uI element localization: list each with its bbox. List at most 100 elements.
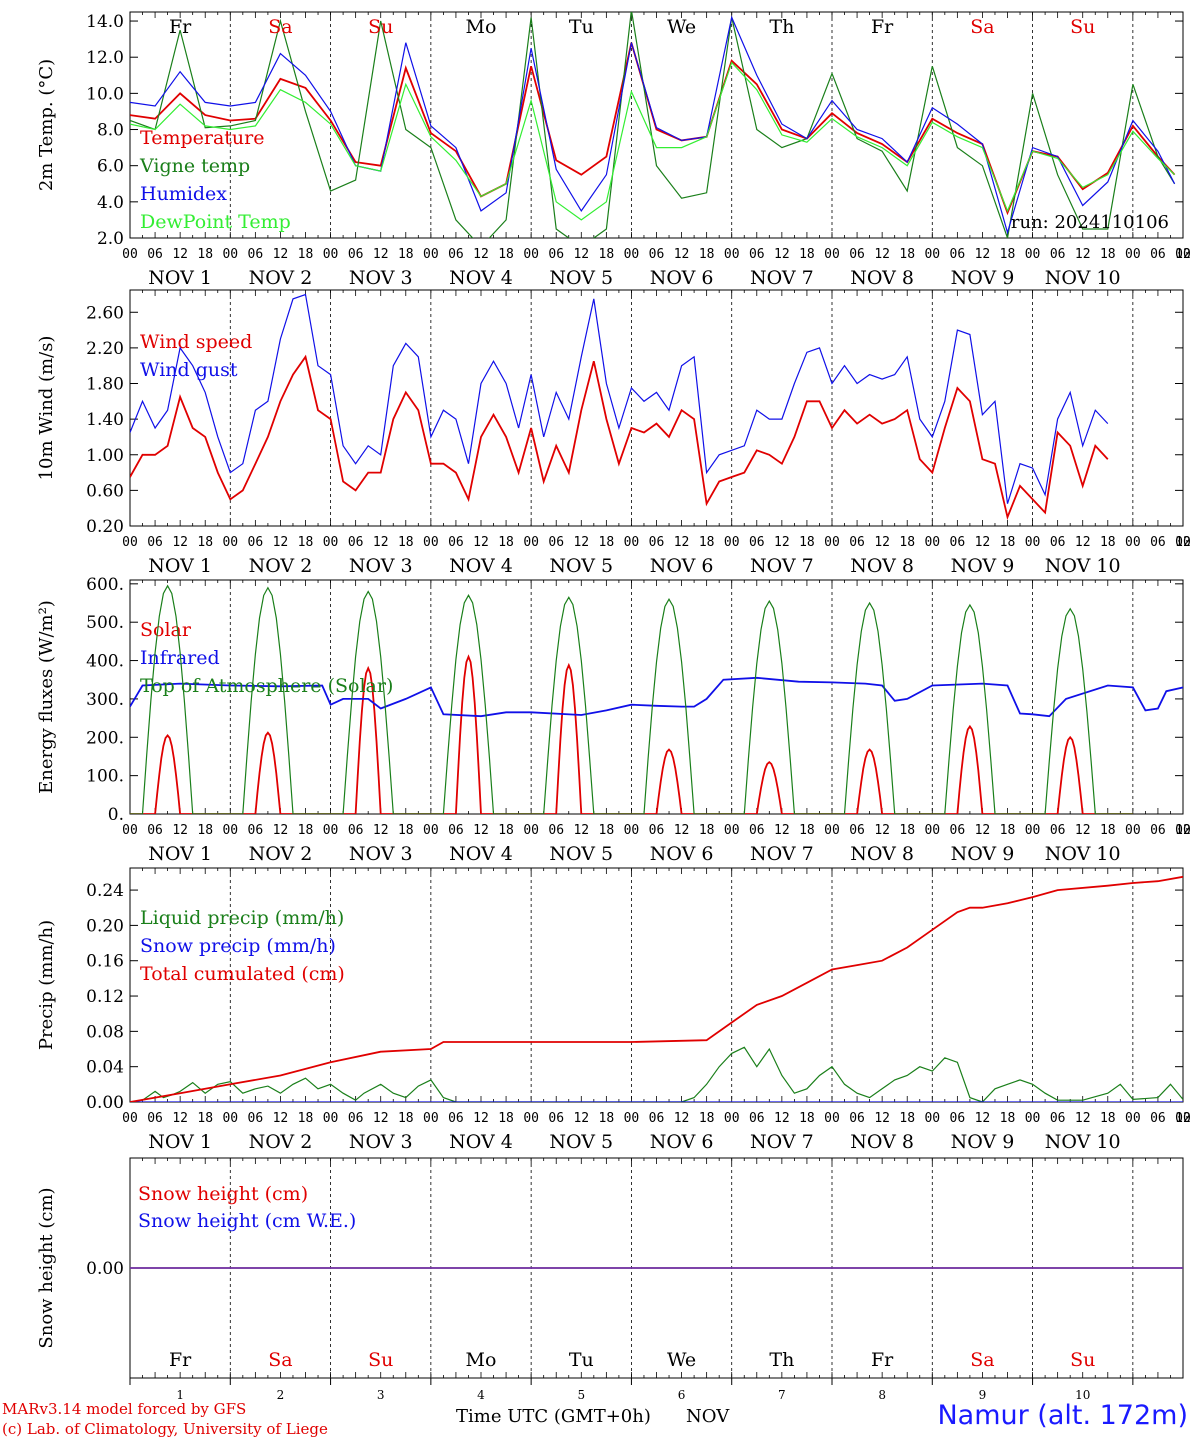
x-tick-label: 18 bbox=[699, 1111, 715, 1126]
day-name-bottom: Fr bbox=[871, 1349, 894, 1371]
day-name-bottom: Sa bbox=[268, 1349, 292, 1371]
date-label: NOV 3 bbox=[349, 555, 413, 577]
legend-entry: Snow precip (mm/h) bbox=[140, 935, 336, 957]
x-tick-label: 18 bbox=[298, 823, 314, 838]
x-tick-label: 00 bbox=[222, 823, 238, 838]
x-tick-label: 00 bbox=[1125, 1111, 1141, 1126]
y-tick-label: 1.40 bbox=[86, 410, 124, 430]
day-name-bottom: Fr bbox=[169, 1349, 192, 1371]
date-label: NOV 2 bbox=[249, 843, 313, 865]
x-tick-label: 12 bbox=[473, 823, 489, 838]
x-tick-label: 06 bbox=[548, 1111, 564, 1126]
x-tick-label: 18 bbox=[599, 1111, 615, 1126]
x-tick-label: 12 bbox=[774, 247, 790, 262]
date-label: NOV 7 bbox=[750, 555, 814, 577]
day-number: 3 bbox=[377, 1388, 385, 1402]
day-name-bottom: Sa bbox=[970, 1349, 994, 1371]
date-label: NOV 2 bbox=[249, 267, 313, 289]
x-tick-label: 12 bbox=[874, 1111, 890, 1126]
x-tick-label: 12 bbox=[273, 247, 289, 262]
x-tick-label: 12 bbox=[373, 1111, 389, 1126]
x-tick-label: 18 bbox=[398, 247, 414, 262]
x-tick-label: 00 bbox=[624, 1111, 640, 1126]
y-tick-label: 2.0 bbox=[97, 229, 124, 249]
day-number: 5 bbox=[577, 1388, 585, 1402]
x-tick-label: 00 bbox=[523, 247, 539, 262]
x-tick-label: 06 bbox=[248, 823, 264, 838]
x-tick-label: 18 bbox=[599, 247, 615, 262]
x-tick-label: 06 bbox=[849, 1111, 865, 1126]
x-tick-label: 12 bbox=[674, 535, 690, 550]
day-name-bottom: Su bbox=[1070, 1349, 1095, 1371]
x-tick-label: 12 bbox=[273, 823, 289, 838]
date-label: NOV 1 bbox=[148, 555, 212, 577]
x-tick-label: 00 bbox=[122, 247, 138, 262]
day-number: 8 bbox=[878, 1388, 886, 1402]
date-label: NOV 4 bbox=[449, 555, 513, 577]
x-tick-label: 00 bbox=[1125, 535, 1141, 550]
x-tick-label: 12 bbox=[373, 823, 389, 838]
x-tick-label: 06 bbox=[649, 247, 665, 262]
x-tick-label: 06 bbox=[1050, 823, 1066, 838]
legend-entry: Top of Atmosphere (Solar) bbox=[140, 675, 393, 697]
series-line-humidex bbox=[130, 15, 1176, 235]
date-label: NOV 10 bbox=[1045, 843, 1121, 865]
x-tick-label: 12 bbox=[573, 823, 589, 838]
x-tick-label: 18 bbox=[197, 247, 213, 262]
y-tick-label: 6.0 bbox=[97, 157, 124, 177]
series-line-solar bbox=[130, 654, 1133, 814]
y-tick-label: 400. bbox=[86, 652, 124, 672]
x-tick-label: 00 bbox=[122, 823, 138, 838]
date-label: NOV 6 bbox=[650, 267, 714, 289]
legend-entry: Snow height (cm W.E.) bbox=[138, 1210, 356, 1232]
date-label: NOV 6 bbox=[650, 1131, 714, 1153]
x-tick-label: 00 bbox=[724, 535, 740, 550]
x-tick-label: 18 bbox=[799, 247, 815, 262]
day-name-top: Fr bbox=[169, 16, 192, 38]
date-label: NOV 4 bbox=[449, 267, 513, 289]
x-tick-label: 06 bbox=[1150, 535, 1166, 550]
x-tick-label: 18 bbox=[699, 823, 715, 838]
y-tick-label: 0.20 bbox=[86, 517, 124, 537]
x-tick-label: 06 bbox=[849, 823, 865, 838]
x-tick-label: 00 bbox=[624, 535, 640, 550]
x-tick-label: 06 bbox=[147, 535, 163, 550]
x-tick-label: 06 bbox=[749, 823, 765, 838]
x-tick-label: 12 bbox=[674, 1111, 690, 1126]
station-name: Namur (alt. 172m) bbox=[937, 1400, 1188, 1431]
x-tick-label: 06 bbox=[1150, 247, 1166, 262]
x-tick-label: 00 bbox=[724, 823, 740, 838]
plot-frame-1 bbox=[129, 11, 1184, 239]
x-tick-label: 06 bbox=[1050, 1111, 1066, 1126]
date-label: NOV 4 bbox=[449, 1131, 513, 1153]
x-tick-label: 12 bbox=[1075, 1111, 1091, 1126]
date-label: NOV 2 bbox=[249, 555, 313, 577]
x-tick-label: 12 bbox=[674, 823, 690, 838]
date-label: NOV 8 bbox=[850, 843, 914, 865]
legend-entry: Infrared bbox=[140, 647, 220, 669]
date-label: NOV 4 bbox=[449, 843, 513, 865]
x-tick-label: 06 bbox=[448, 247, 464, 262]
date-label: NOV 3 bbox=[349, 1131, 413, 1153]
y-tick-label: 500. bbox=[86, 613, 124, 633]
x-tick-label: 18 bbox=[498, 1111, 514, 1126]
x-tick-label: 06 bbox=[548, 247, 564, 262]
x-tick-label: 06 bbox=[1050, 535, 1066, 550]
y-tick-label: 300. bbox=[86, 690, 124, 710]
x-tick-label: 12 bbox=[172, 823, 188, 838]
x-tick-label: 00 bbox=[924, 823, 940, 838]
day-name-top: Th bbox=[769, 16, 794, 38]
y-tick-label: 0.20 bbox=[86, 916, 124, 936]
legend-entry: Total cumulated (cm) bbox=[140, 963, 345, 985]
x-tick-label: 12 bbox=[1175, 247, 1191, 262]
x-tick-label: 06 bbox=[147, 1111, 163, 1126]
x-tick-label: 00 bbox=[824, 535, 840, 550]
x-tick-label: 12 bbox=[172, 1111, 188, 1126]
x-tick-label: 00 bbox=[423, 823, 439, 838]
x-tick-label: 12 bbox=[1075, 823, 1091, 838]
x-tick-label: 12 bbox=[1175, 823, 1191, 838]
x-tick-label: 12 bbox=[1075, 247, 1091, 262]
x-tick-label: 06 bbox=[448, 1111, 464, 1126]
x-tick-label: 18 bbox=[799, 535, 815, 550]
date-label: NOV 3 bbox=[349, 267, 413, 289]
